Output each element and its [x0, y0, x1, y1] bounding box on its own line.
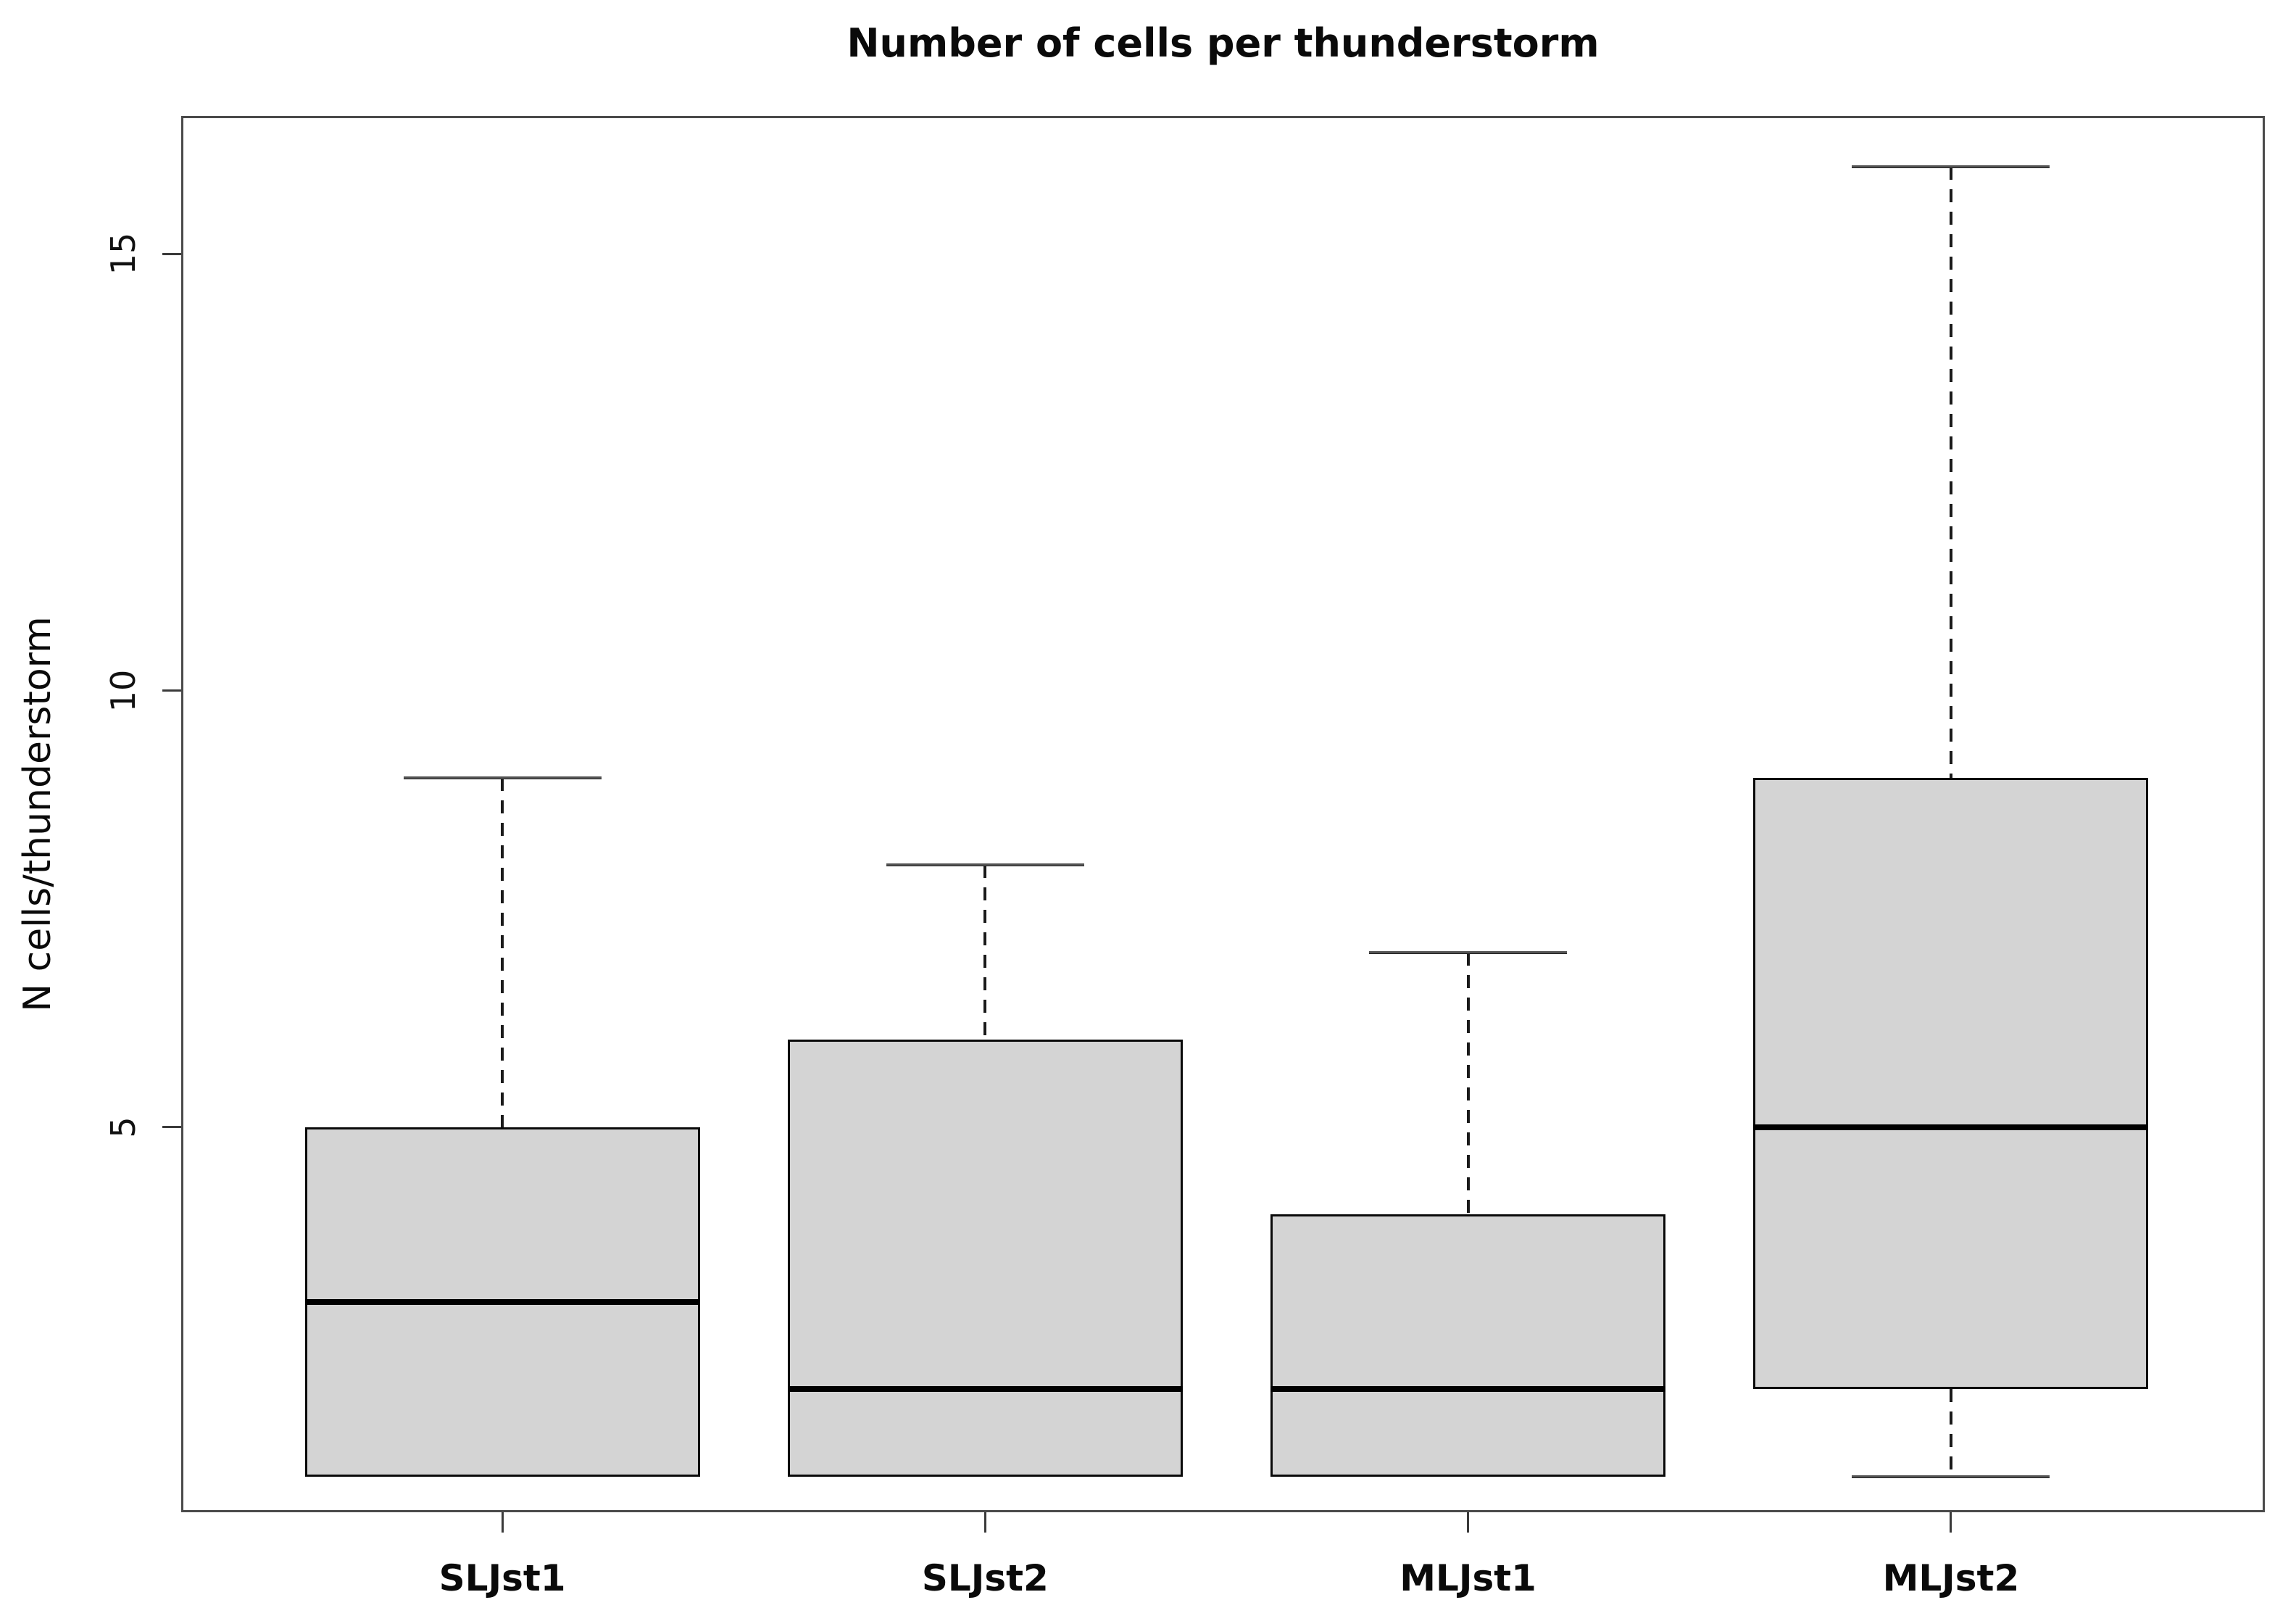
x-tick-MLJst1 [1467, 1512, 1470, 1533]
x-tick-label-SLJst1: SLJst1 [438, 1557, 566, 1599]
x-tick-label-SLJst2: SLJst2 [921, 1557, 1049, 1599]
box-SLJst2 [787, 1040, 1183, 1477]
y-tick-label-5: 5 [104, 1116, 143, 1138]
chart-title: Number of cells per thunderstorm [847, 20, 1600, 66]
box-MLJst1 [1270, 1214, 1666, 1477]
whisker-cap-lower-MLJst2 [1852, 1475, 2050, 1478]
y-tick-5 [162, 1126, 181, 1129]
whisker-upper-SLJst1 [501, 778, 504, 1127]
whisker-cap-upper-MLJst2 [1852, 165, 2050, 168]
whisker-cap-upper-SLJst2 [886, 863, 1084, 867]
whisker-lower-MLJst2 [1949, 1389, 1952, 1477]
y-tick-15 [162, 252, 181, 255]
median-line-MLJst1 [1270, 1386, 1666, 1393]
median-line-SLJst1 [304, 1298, 700, 1305]
y-tick-label-15: 15 [104, 233, 143, 275]
median-line-MLJst2 [1753, 1124, 2149, 1130]
box-MLJst2 [1753, 778, 2149, 1390]
x-tick-SLJst2 [983, 1512, 986, 1533]
y-tick-10 [162, 689, 181, 692]
x-tick-label-MLJst2: MLJst2 [1882, 1557, 2020, 1599]
whisker-cap-upper-MLJst1 [1369, 950, 1568, 954]
y-axis-label: N cells/thunderstorm [16, 616, 59, 1012]
whisker-cap-upper-SLJst1 [403, 776, 602, 779]
y-tick-label-10: 10 [104, 669, 143, 712]
x-tick-MLJst2 [1950, 1512, 1952, 1533]
whisker-upper-SLJst2 [983, 865, 987, 1040]
median-line-SLJst2 [787, 1386, 1183, 1393]
x-tick-label-MLJst1: MLJst1 [1399, 1557, 1536, 1599]
whisker-upper-MLJst1 [1466, 952, 1470, 1215]
whisker-upper-MLJst2 [1949, 166, 1952, 778]
x-tick-SLJst1 [501, 1512, 504, 1533]
